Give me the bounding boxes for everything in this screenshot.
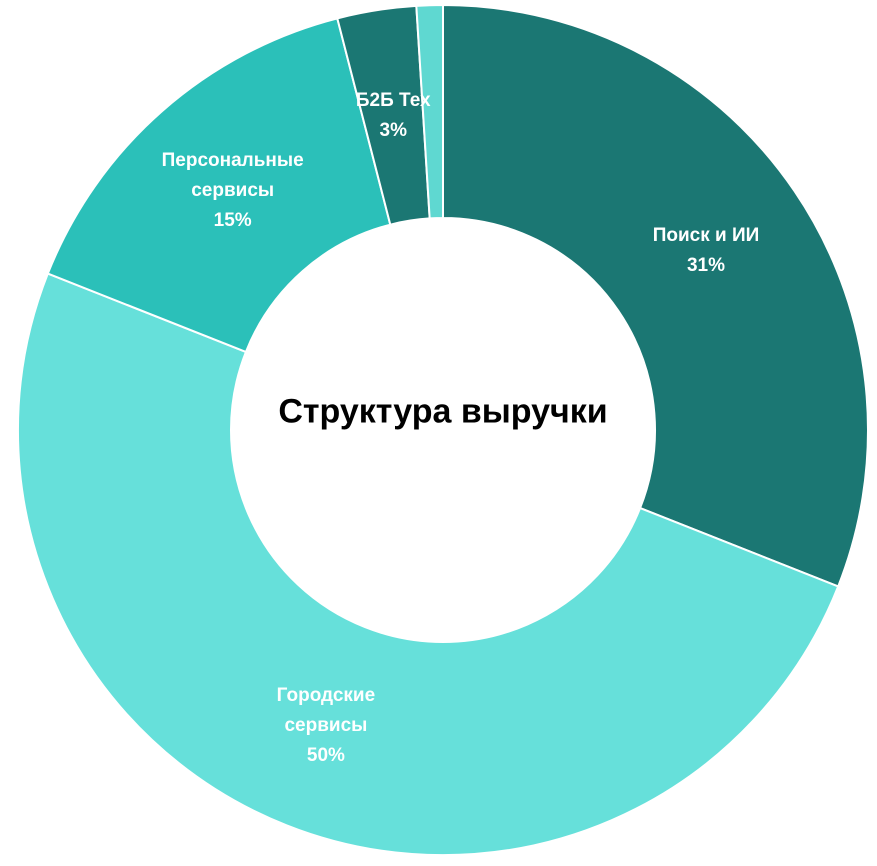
- slice-label: Поиск и ИИ 31%: [631, 221, 781, 281]
- slice-value: 15%: [213, 210, 252, 232]
- donut-slice: [46, 17, 392, 354]
- slice-name: Поиск и ИИ: [652, 225, 760, 247]
- slice-name: Городские сервисы: [276, 684, 376, 736]
- slice-label: Б2Б Тех 3%: [318, 86, 468, 146]
- slice-value: 31%: [686, 255, 726, 277]
- slice-label: Городские сервисы 50%: [251, 681, 401, 771]
- donut-slice: [415, 3, 444, 220]
- slice-label: Персональные сервисы 15%: [158, 146, 308, 236]
- donut-slice: [17, 272, 840, 856]
- slice-name: Персональные сервисы: [161, 150, 304, 202]
- slice-value: 3%: [379, 119, 407, 141]
- slice-name: Б2Б Тех: [355, 89, 431, 111]
- donut-slice: [442, 3, 869, 588]
- slice-value: 50%: [306, 744, 345, 766]
- chart-title: Структура выручки: [278, 392, 608, 431]
